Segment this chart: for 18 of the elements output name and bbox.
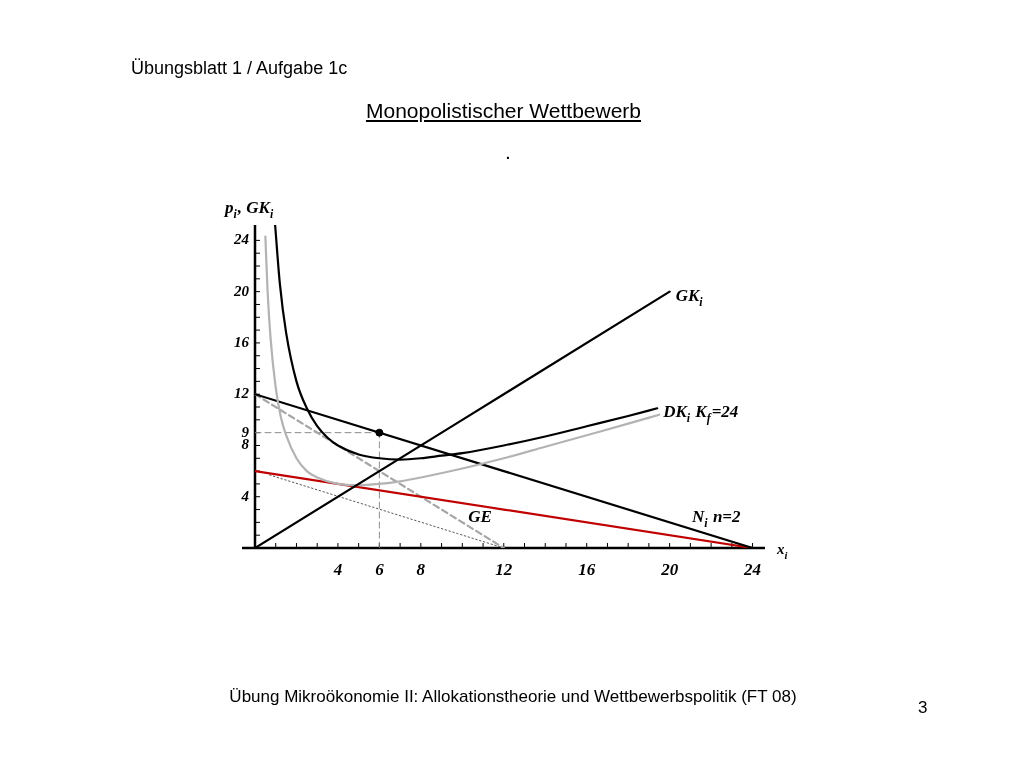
x-tick-label: 4 (332, 559, 343, 579)
x-tick-label: 8 (416, 559, 426, 579)
y-tick-label: 24 (233, 231, 250, 248)
text: . (504, 140, 512, 164)
y-tick-label: 16 (234, 333, 250, 350)
x-tick-label: 12 (495, 559, 513, 579)
y-tick-label: 4 (240, 487, 250, 504)
y-tick-label: 20 (233, 282, 250, 299)
text: Übung Mikroökonomie II: Allokationstheorie und Wettbewerbspolitik (FT 08) (229, 687, 797, 706)
x-tick-label: 24 (743, 559, 762, 579)
chart-title: Monopolistischer Wettbewerb (364, 99, 643, 123)
x-tick-label: 20 (660, 559, 679, 579)
x-tick-label: 6 (375, 559, 385, 579)
x-tick-label: 16 (578, 559, 596, 579)
series-label: GE (468, 507, 492, 526)
y-tick-label: 12 (234, 385, 250, 402)
chart-subtitle: Übungsblatt 1 / Aufgabe 1c (131, 58, 348, 79)
text: 3 (918, 698, 928, 718)
